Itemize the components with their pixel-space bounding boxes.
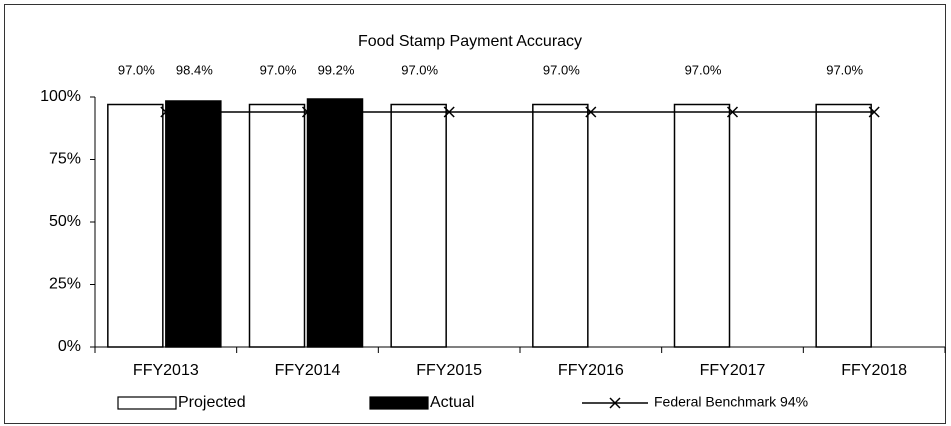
legend-swatch: [369, 396, 429, 410]
bar: [165, 100, 222, 348]
y-tick-label: 50%: [49, 213, 81, 230]
y-tick-label: 100%: [40, 88, 81, 105]
bar: [107, 103, 164, 348]
value-label: 97.0%: [543, 62, 580, 77]
legend-swatch: [117, 396, 177, 410]
value-label: 99.2%: [318, 62, 355, 77]
x-tick-label: FFY2016: [558, 362, 624, 379]
value-label: 97.0%: [401, 62, 438, 77]
value-label: 98.4%: [176, 62, 213, 77]
benchmark-marker: [726, 106, 739, 118]
benchmark-marker: [301, 106, 314, 118]
x-tick-label: FFY2018: [841, 362, 907, 379]
value-label: 97.0%: [260, 62, 297, 77]
x-tick-label: FFY2017: [700, 362, 766, 379]
value-label: 97.0%: [826, 62, 863, 77]
bar: [306, 98, 364, 348]
chart-title: Food Stamp Payment Accuracy: [358, 33, 582, 50]
bar: [815, 103, 872, 348]
x-tick-label: FFY2014: [275, 362, 341, 379]
x-tick-label: FFY2015: [416, 362, 482, 379]
benchmark-marker: [868, 106, 880, 118]
legend-marker: [609, 397, 621, 409]
value-label: 97.0%: [685, 62, 722, 77]
y-tick-label: 0%: [58, 338, 81, 355]
y-tick-label: 75%: [49, 151, 81, 168]
y-tick-label: 25%: [49, 276, 81, 293]
bar: [673, 103, 731, 348]
benchmark-marker: [585, 106, 597, 118]
legend-label: Federal Benchmark 94%: [654, 394, 808, 410]
x-tick-label: FFY2013: [133, 362, 199, 379]
benchmark-marker: [443, 106, 455, 118]
bar: [248, 103, 306, 348]
value-label: 97.0%: [118, 62, 155, 77]
bar: [532, 103, 589, 348]
legend-label: Actual: [430, 394, 474, 411]
bar: [390, 103, 447, 348]
legend-label: Projected: [178, 394, 246, 411]
benchmark-marker: [160, 106, 172, 118]
